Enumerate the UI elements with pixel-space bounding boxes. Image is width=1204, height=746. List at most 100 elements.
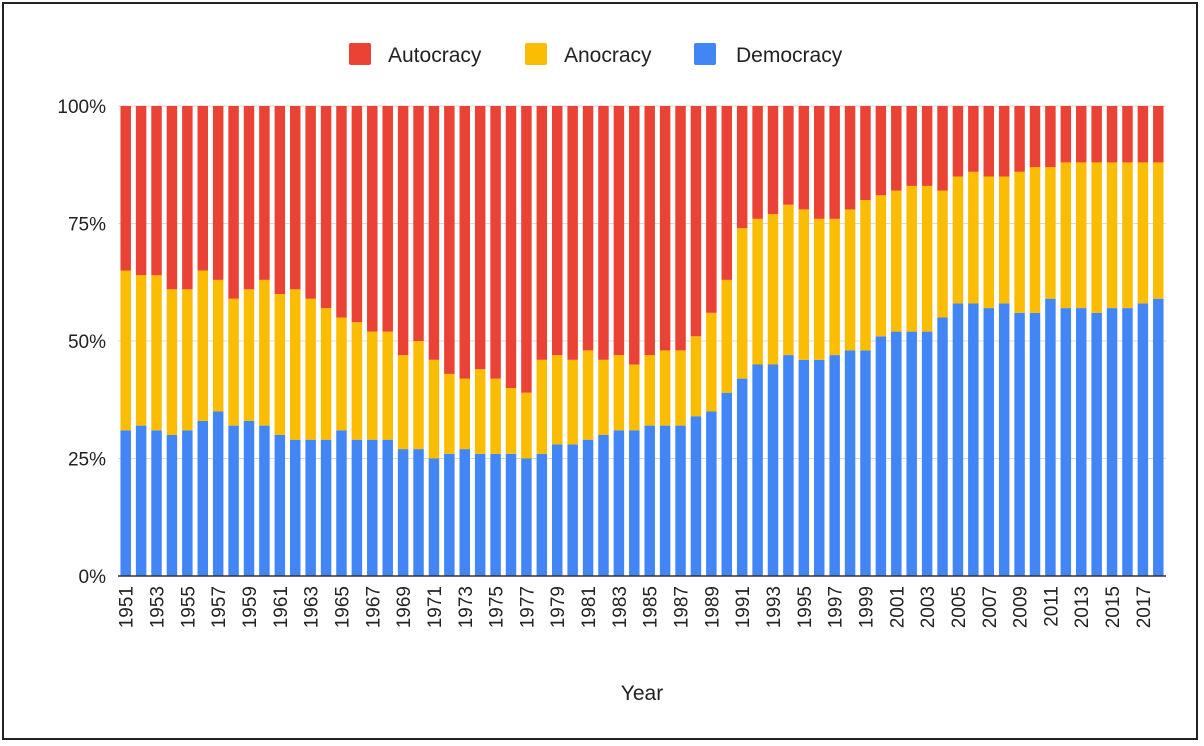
x-tick-label: 1989 — [702, 586, 723, 628]
x-tick-label: 1977 — [517, 586, 538, 628]
bar-anocracy-2011 — [1045, 167, 1056, 299]
bar-autocracy-1958 — [228, 106, 239, 299]
bar-democracy-1976 — [505, 453, 517, 576]
bar-anocracy-1999 — [860, 200, 871, 351]
bar-anocracy-2015 — [1106, 162, 1118, 309]
x-tick-label: 2003 — [918, 586, 939, 628]
bar-anocracy-1974 — [474, 369, 486, 454]
y-tick-label: 50% — [68, 332, 106, 353]
bar-autocracy-2004 — [937, 106, 948, 191]
bar-autocracy-1959 — [243, 106, 255, 290]
bar-autocracy-1991 — [736, 106, 748, 229]
bars — [120, 106, 1164, 576]
bar-democracy-1980 — [567, 444, 578, 576]
bar-democracy-1957 — [212, 411, 224, 576]
bar-anocracy-2007 — [983, 176, 994, 309]
bar-anocracy-1991 — [736, 228, 748, 379]
bar-autocracy-1955 — [182, 106, 193, 290]
bar-autocracy-1954 — [166, 106, 178, 290]
bar-autocracy-1978 — [536, 106, 548, 360]
bar-anocracy-1989 — [706, 312, 717, 412]
bar-anocracy-2004 — [937, 190, 948, 318]
bar-anocracy-1992 — [752, 218, 763, 365]
bar-autocracy-1997 — [829, 106, 840, 219]
bar-democracy-1998 — [844, 350, 856, 576]
bar-democracy-1992 — [752, 364, 763, 576]
x-tick-label: 1961 — [271, 586, 292, 628]
y-tick-label: 25% — [68, 450, 106, 471]
bar-democracy-1959 — [243, 420, 255, 576]
bar-anocracy-1972 — [444, 373, 455, 454]
legend-label-democracy: Democracy — [736, 44, 843, 67]
bar-democracy-1967 — [367, 439, 378, 576]
bar-democracy-1953 — [151, 430, 162, 576]
bar-autocracy-1979 — [552, 106, 563, 356]
bar-autocracy-2015 — [1106, 106, 1118, 163]
bar-anocracy-1951 — [120, 270, 131, 431]
bar-democracy-2002 — [906, 331, 917, 576]
legend-label-anocracy: Anocracy — [564, 44, 652, 67]
bar-autocracy-2003 — [921, 106, 933, 186]
bar-autocracy-1960 — [259, 106, 270, 280]
bar-anocracy-1966 — [351, 322, 363, 440]
bar-democracy-1985 — [644, 425, 655, 576]
bar-autocracy-2013 — [1076, 106, 1087, 163]
legend-swatch-autocracy — [349, 43, 371, 65]
bar-autocracy-1970 — [413, 106, 424, 341]
bar-autocracy-1980 — [567, 106, 578, 360]
bar-autocracy-2009 — [1014, 106, 1025, 172]
bar-autocracy-2005 — [952, 106, 964, 177]
bar-autocracy-1969 — [397, 106, 409, 356]
x-tick-label: 2001 — [887, 586, 908, 628]
bar-democracy-1990 — [721, 392, 732, 576]
bar-autocracy-2018 — [1153, 106, 1164, 163]
y-tick-label: 0% — [79, 567, 107, 588]
bar-anocracy-1970 — [413, 341, 424, 450]
bar-anocracy-1959 — [243, 289, 255, 421]
y-tick-label: 100% — [57, 97, 106, 118]
bar-democracy-2016 — [1122, 308, 1133, 576]
bar-democracy-1956 — [197, 420, 208, 576]
bar-anocracy-2016 — [1122, 162, 1133, 309]
bar-autocracy-2017 — [1137, 106, 1149, 163]
bar-anocracy-2005 — [952, 176, 964, 304]
x-tick-label: 2007 — [980, 586, 1001, 628]
bar-democracy-1981 — [582, 439, 594, 576]
x-tick-label: 1987 — [672, 586, 693, 628]
x-tick-label: 1999 — [856, 586, 877, 628]
bar-democracy-1964 — [320, 439, 332, 576]
bar-anocracy-1956 — [197, 270, 208, 421]
x-tick-label: 1951 — [117, 586, 138, 628]
bar-anocracy-1980 — [567, 359, 578, 445]
bar-autocracy-1967 — [367, 106, 378, 332]
bar-anocracy-1984 — [629, 364, 640, 431]
bar-democracy-1971 — [428, 458, 440, 576]
bar-autocracy-1984 — [629, 106, 640, 365]
bar-anocracy-1978 — [536, 359, 548, 454]
bar-anocracy-1990 — [721, 279, 732, 393]
bar-anocracy-2006 — [968, 171, 979, 304]
x-tick-label: 1965 — [332, 586, 353, 628]
bar-autocracy-1973 — [459, 106, 470, 379]
bar-democracy-1979 — [552, 444, 563, 576]
bar-democracy-1960 — [259, 425, 270, 576]
x-tick-label: 1955 — [178, 586, 199, 628]
bar-democracy-1988 — [690, 416, 702, 576]
bar-democracy-1952 — [135, 425, 147, 576]
bar-anocracy-1955 — [182, 289, 193, 431]
bar-anocracy-1968 — [382, 331, 393, 440]
bar-anocracy-1988 — [690, 336, 702, 417]
bar-anocracy-2010 — [1029, 167, 1041, 313]
bar-democracy-1991 — [736, 378, 748, 576]
x-tick-label: 1967 — [363, 586, 384, 628]
x-tick-label: 1975 — [487, 586, 508, 628]
bar-democracy-1963 — [305, 439, 316, 576]
bar-anocracy-1967 — [367, 331, 378, 440]
bar-democracy-1961 — [274, 435, 286, 576]
bar-anocracy-2000 — [875, 195, 887, 337]
bar-anocracy-1982 — [598, 359, 609, 435]
bar-autocracy-1971 — [428, 106, 440, 360]
bar-democracy-1951 — [120, 430, 131, 576]
bar-autocracy-1990 — [721, 106, 732, 280]
x-tick-label: 2015 — [1103, 586, 1124, 628]
